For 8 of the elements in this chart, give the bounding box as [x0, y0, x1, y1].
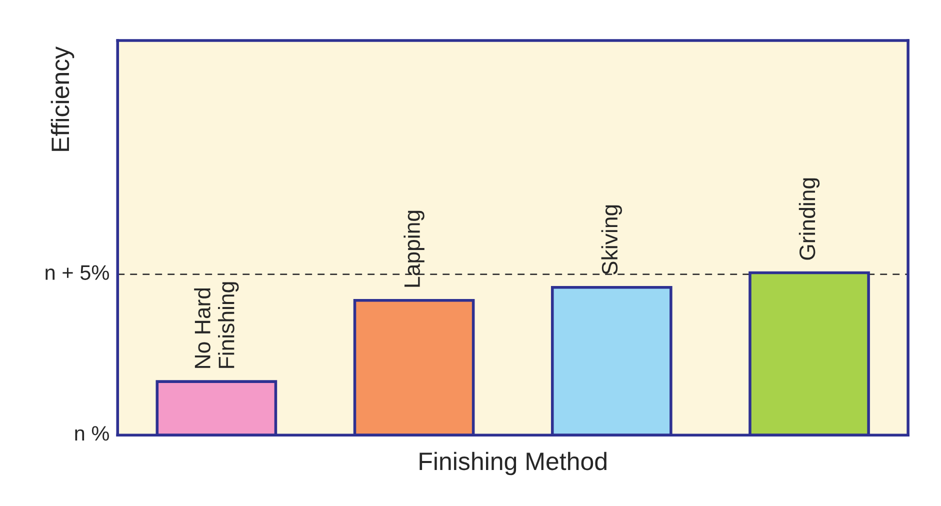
- ref-line-label: n + 5%: [46, 265, 109, 280]
- x-tick-label: No Hard Finishing: [194, 282, 239, 368]
- x-axis-title: Finishing Method: [420, 452, 606, 476]
- text: n %: [75, 426, 109, 441]
- x-tick-label: Grinding: [798, 178, 820, 260]
- x-tick-label: Lapping: [404, 210, 424, 287]
- x-tick-label: Skiving: [601, 205, 622, 275]
- y-axis-title: Efficiency: [50, 46, 74, 151]
